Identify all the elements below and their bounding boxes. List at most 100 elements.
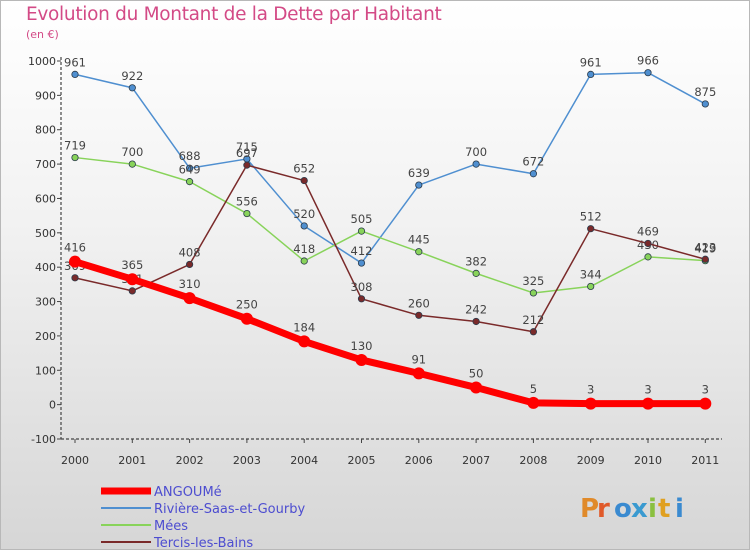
brand-logo-letter: r [597,494,610,524]
data-label: 308 [351,280,373,294]
data-label: 715 [236,140,258,154]
y-tick-label: 800 [35,124,56,137]
brand-logo-letter: i [648,494,657,524]
x-tick-label: 2008 [519,454,547,467]
data-label: 412 [351,244,373,258]
data-label: 365 [121,258,143,272]
x-tick-label: 2009 [577,454,605,467]
x-tick-label: 2003 [233,454,261,467]
data-point [300,176,308,185]
series-line-m-es [74,156,707,294]
data-point [699,397,712,410]
data-label: 697 [236,146,258,160]
data-label: 130 [351,339,373,353]
y-tick-label: 200 [35,330,56,343]
data-label: 922 [121,69,143,83]
data-label: 212 [522,313,544,327]
data-point [357,295,366,303]
data-label: 184 [293,320,315,334]
data-label: 505 [351,212,373,226]
data-point [128,84,136,92]
data-label: 408 [179,245,201,259]
data-label: 700 [121,145,143,159]
data-label: 260 [408,296,430,310]
data-label: 649 [179,163,201,177]
legend-label: Rivière-Saas-et-Gourby [154,502,305,517]
data-point [642,397,654,410]
data-label: 242 [465,302,487,316]
x-tick-label: 2005 [348,454,376,467]
data-point [240,312,253,325]
brand-logo-letter: o [614,494,632,524]
data-label: 5 [530,382,537,396]
data-label: 310 [179,277,201,291]
data-point [186,260,194,269]
data-point [71,70,79,79]
data-point [298,335,311,348]
data-point [412,367,425,380]
data-label: 961 [64,55,86,69]
data-point [701,100,709,108]
data-label: 875 [694,85,716,99]
chart-title: Evolution du Montant de la Dette par Hab… [26,4,442,25]
data-point [644,239,652,248]
legend-label: Tercis-les-Bains [153,536,253,550]
data-point [69,255,81,268]
data-label: 520 [293,207,315,221]
data-point [529,289,538,297]
x-tick-label: 2004 [290,454,318,467]
data-point [126,273,139,286]
data-point [355,353,368,366]
x-tick-label: 2010 [634,454,662,467]
data-point [243,209,251,218]
x-tick-label: 2011 [691,454,719,467]
data-label: 419 [694,242,716,256]
data-point [71,153,79,162]
legend-label: Mées [154,519,188,534]
data-point [300,257,308,265]
data-label: 418 [293,242,315,256]
y-tick-label: 100 [35,364,56,377]
data-point [186,178,194,186]
data-label: 91 [411,352,426,366]
data-point [472,160,480,168]
x-tick-label: 2001 [118,454,146,467]
data-point [527,396,540,409]
data-label: 445 [408,233,430,247]
x-tick-label: 2000 [61,454,89,467]
data-label: 700 [465,145,487,159]
y-tick-label: 500 [35,227,56,240]
data-label: 966 [637,54,659,68]
brand-logo-letter: x [631,494,648,524]
data-label: 961 [580,55,602,69]
data-point [357,259,366,267]
data-label: 672 [522,155,544,169]
data-point [128,160,136,168]
y-tick-label: 1000 [28,55,56,68]
data-label: 719 [64,139,86,153]
data-point [71,274,79,282]
data-point [357,227,366,235]
data-label: 512 [580,210,602,224]
x-tick-label: 2002 [176,454,204,467]
y-tick-label: 0 [49,399,56,412]
data-label: 652 [293,162,315,176]
data-point [529,170,538,178]
y-tick-label: 900 [35,89,56,102]
series-line-angoum- [71,258,709,408]
data-label: 3 [587,383,594,397]
y-tick-label: 400 [35,261,56,274]
brand-logo-letter: P [580,494,599,524]
data-label: 423 [694,240,716,254]
data-point [183,292,196,305]
x-tick-label: 2006 [405,454,433,467]
series-line-tercis-les-bains [74,164,707,333]
data-point [470,381,483,394]
data-label: 639 [408,166,430,180]
data-label: 3 [644,383,651,397]
data-label: 344 [580,267,602,281]
y-tick-label: 300 [35,296,56,309]
brand-logo-letter: t [658,494,670,524]
legend-label: ANGOUMé [154,485,222,500]
data-label: 50 [469,366,484,380]
